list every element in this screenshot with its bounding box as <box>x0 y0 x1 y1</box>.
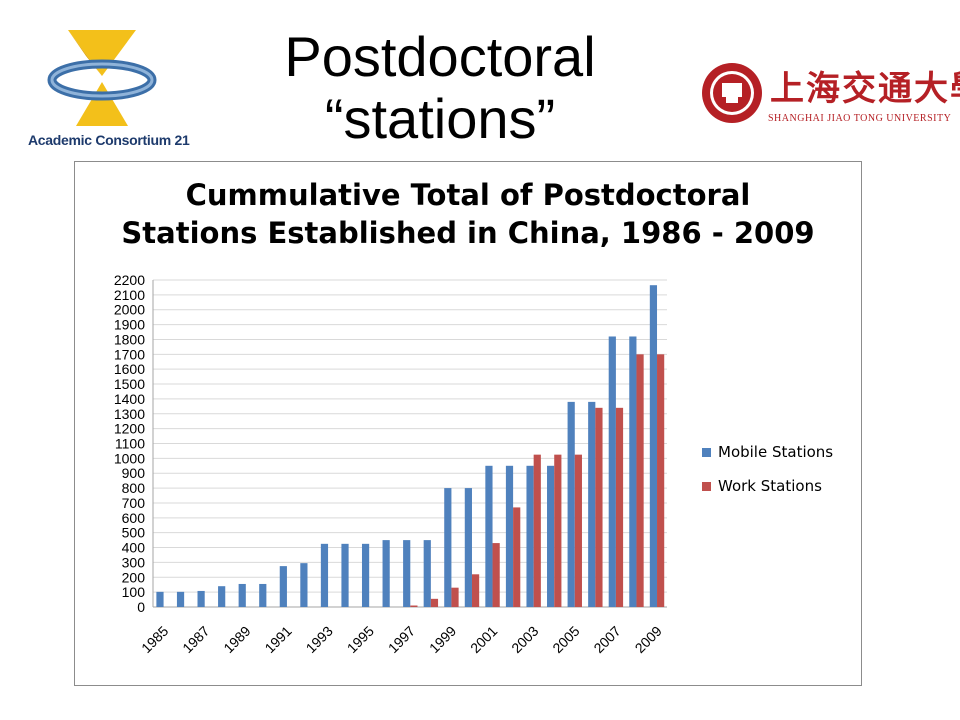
y-tick-label: 100 <box>122 584 146 600</box>
mobile-stations-bar <box>341 543 349 607</box>
y-tick-label: 200 <box>122 569 146 585</box>
x-tick-label: 1985 <box>138 623 171 656</box>
sjtu-logo: 上海交通大學 SHANGHAI JIAO TONG UNIVERSITY <box>700 55 960 135</box>
y-tick-label: 1700 <box>114 346 145 362</box>
x-tick-label: 1989 <box>220 623 253 656</box>
chart-title-line2: Stations Established in China, 1986 - 20… <box>121 216 815 250</box>
mobile-stations-bar <box>156 591 164 607</box>
y-tick-label: 1400 <box>114 391 145 407</box>
y-tick-label: 600 <box>122 510 146 526</box>
x-tick-label: 1995 <box>344 623 377 656</box>
academic-consortium-logo: Academic Consortium 21 <box>28 26 190 158</box>
x-tick-label: 2009 <box>631 623 664 656</box>
sjtu-chinese-name: 上海交通大學 <box>770 69 960 109</box>
mobile-stations-bar <box>238 583 246 607</box>
y-tick-label: 0 <box>137 599 145 615</box>
x-tick-label: 1991 <box>261 623 294 656</box>
mobile-stations-bar <box>588 401 596 607</box>
mobile-stations-bar <box>423 540 431 607</box>
y-tick-label: 1800 <box>114 331 145 347</box>
y-tick-label: 2100 <box>114 287 145 303</box>
mobile-stations-bar <box>464 488 472 607</box>
y-tick-label: 900 <box>122 465 146 481</box>
sjtu-seal-icon <box>702 63 762 123</box>
work-stations-bar <box>471 574 480 607</box>
chart-title-line1: Cummulative Total of Postdoctoral <box>185 178 751 212</box>
x-tick-label: 1999 <box>426 623 459 656</box>
work-stations-bar <box>554 454 562 607</box>
work-stations-bar <box>451 587 459 607</box>
mobile-stations-bar <box>320 543 329 607</box>
legend-work-label: Work Stations <box>718 477 822 495</box>
work-stations-bar <box>615 407 624 607</box>
y-tick-label: 1300 <box>114 406 145 422</box>
mobile-stations-bar <box>485 465 493 607</box>
y-tick-label: 500 <box>122 525 146 541</box>
y-tick-label: 300 <box>122 554 146 570</box>
legend-work-swatch <box>702 482 711 491</box>
y-tick-label: 2200 <box>114 272 145 288</box>
y-tick-label: 700 <box>122 495 146 511</box>
y-tick-label: 1500 <box>114 376 145 392</box>
y-tick-label: 1600 <box>114 361 145 377</box>
bar-chart: 0100200300400500600700800900100011001200… <box>114 272 833 656</box>
work-stations-bar <box>595 407 603 607</box>
work-stations-bar <box>657 354 665 607</box>
chart-title: Cummulative Total of Postdoctoral Statio… <box>75 176 861 252</box>
mobile-stations-bar <box>547 465 555 607</box>
legend-mobile-swatch <box>702 448 711 457</box>
work-stations-bar <box>574 454 582 607</box>
mobile-stations-bar <box>608 336 616 607</box>
mobile-stations-bar <box>259 583 267 607</box>
mobile-stations-bar <box>505 465 514 607</box>
mobile-stations-bar <box>382 540 390 607</box>
legend-mobile-label: Mobile Stations <box>718 443 833 461</box>
mobile-stations-bar <box>176 591 185 607</box>
mobile-stations-bar <box>361 543 370 607</box>
x-tick-label: 1997 <box>385 623 418 656</box>
mobile-stations-bar <box>403 540 411 607</box>
work-stations-bar <box>533 454 541 607</box>
consortium-logo-text: Academic Consortium 21 <box>28 132 190 148</box>
mobile-stations-bar <box>300 563 308 607</box>
mobile-stations-bar <box>444 488 452 607</box>
x-tick-label: 2001 <box>467 623 500 656</box>
y-tick-label: 1000 <box>114 450 145 466</box>
y-tick-label: 1900 <box>114 317 145 333</box>
slide-title-line2: “stations” <box>324 87 556 150</box>
y-tick-label: 800 <box>122 480 146 496</box>
y-tick-label: 400 <box>122 540 146 556</box>
x-tick-label: 1987 <box>179 623 212 656</box>
work-stations-bar <box>410 605 418 607</box>
x-tick-label: 2003 <box>508 623 541 656</box>
y-tick-label: 2000 <box>114 302 145 318</box>
mobile-stations-bar <box>279 566 287 607</box>
mobile-stations-bar <box>197 590 205 607</box>
sjtu-english-name: SHANGHAI JIAO TONG UNIVERSITY <box>768 113 952 124</box>
mobile-stations-bar <box>629 336 637 607</box>
slide-title: Postdoctoral “stations” <box>210 26 670 150</box>
y-tick-label: 1100 <box>115 436 145 452</box>
work-stations-bar <box>492 543 500 607</box>
mobile-stations-bar <box>526 465 534 607</box>
mobile-stations-bar <box>649 285 658 607</box>
work-stations-bar <box>513 507 521 607</box>
x-tick-label: 1993 <box>303 623 336 656</box>
work-stations-bar <box>636 354 644 607</box>
mobile-stations-bar <box>567 401 575 607</box>
slide-title-line1: Postdoctoral <box>284 25 596 88</box>
consortium-emblem-icon <box>47 30 157 126</box>
y-tick-label: 1200 <box>114 421 145 437</box>
chart-frame: Cummulative Total of Postdoctoral Statio… <box>74 161 862 686</box>
x-tick-label: 2005 <box>549 623 582 656</box>
x-tick-label: 2007 <box>590 623 623 656</box>
mobile-stations-bar <box>218 586 226 607</box>
work-stations-bar <box>430 598 439 607</box>
